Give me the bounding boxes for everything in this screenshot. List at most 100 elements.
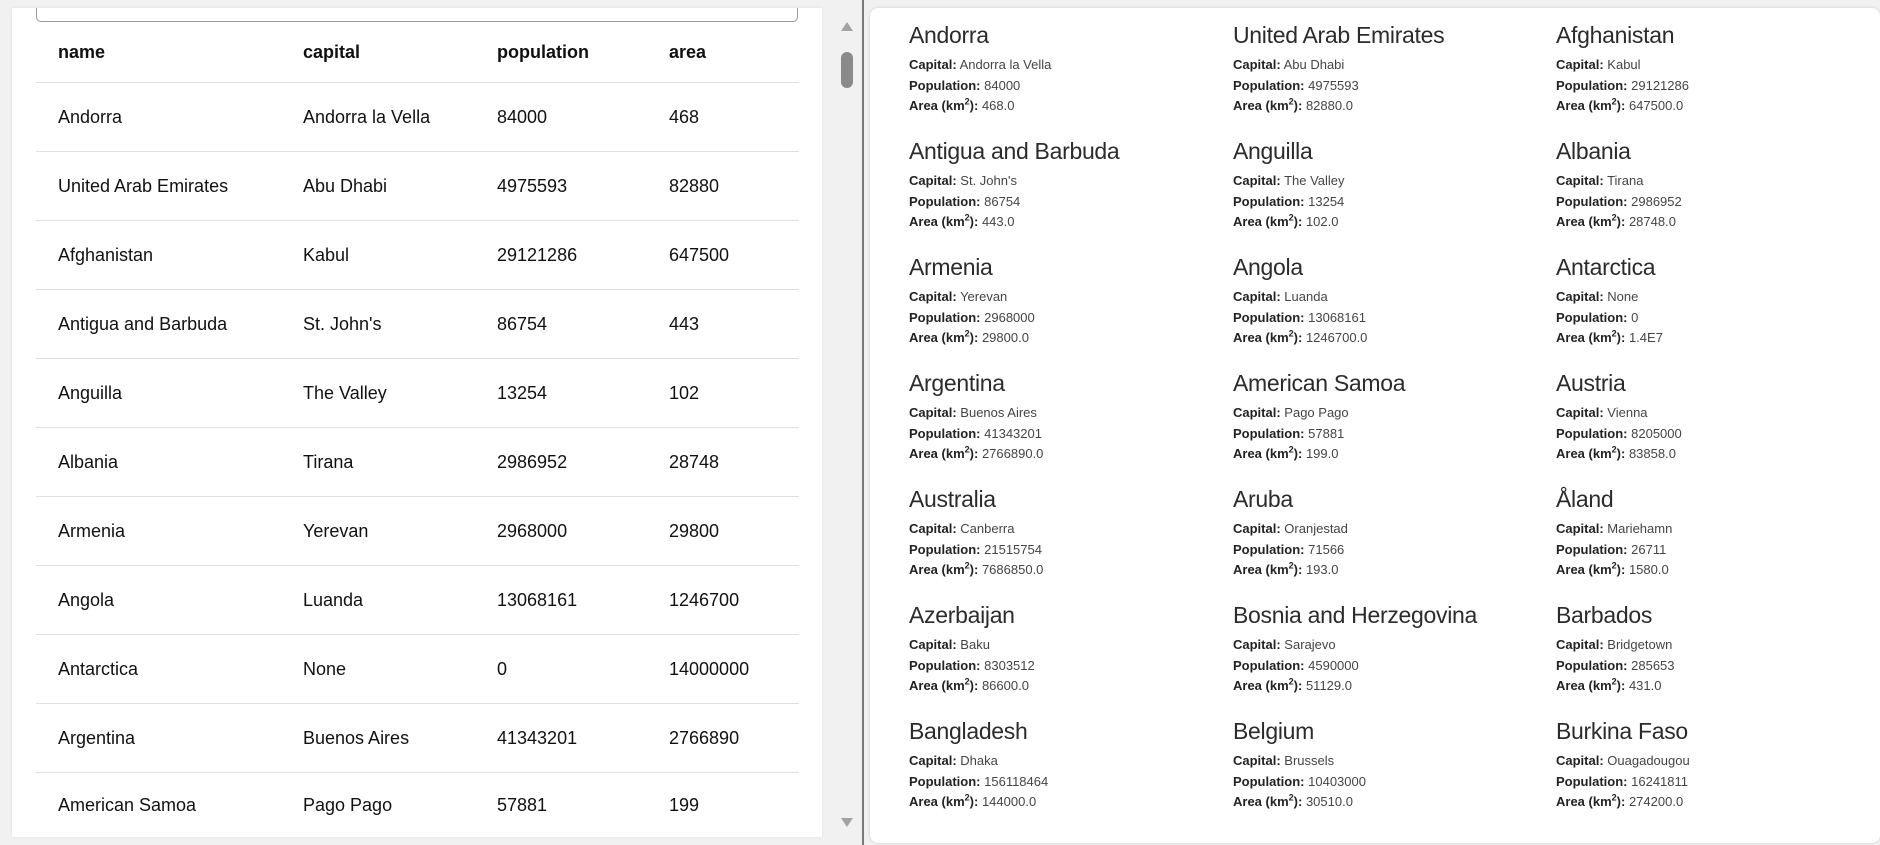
- capital-label: Capital:: [1556, 57, 1604, 72]
- scroll-up-arrow-icon[interactable]: [841, 22, 853, 31]
- area-label-suffix: ):: [1616, 330, 1626, 345]
- table-cell-population: 4975593: [497, 151, 669, 221]
- population-value: 26711: [1631, 541, 1667, 557]
- country-name: Angola: [1233, 254, 1303, 280]
- capital-line: Capital: None: [1556, 287, 1876, 308]
- area-value: 199.0: [1305, 446, 1339, 461]
- table-row: Anguilla The Valley 13254 102: [36, 358, 799, 428]
- capital-line: Capital: Andorra la Vella: [909, 55, 1233, 76]
- column-header-capital[interactable]: capital: [303, 22, 497, 83]
- area-label-prefix: Area (km: [1233, 678, 1289, 693]
- population-line: Population: 8205000: [1556, 424, 1876, 445]
- column-header-name[interactable]: name: [36, 22, 303, 83]
- capital-label: Capital:: [1233, 57, 1281, 72]
- table-cell-population: 29121286: [497, 220, 669, 290]
- capital-label: Capital:: [1556, 405, 1604, 420]
- scrollbar-thumb[interactable]: [841, 52, 853, 88]
- population-label: Population:: [909, 773, 981, 789]
- area-label-sup: 2: [1288, 676, 1294, 687]
- area-label-suffix: ):: [969, 678, 979, 693]
- country-name: Armenia: [909, 254, 993, 280]
- area-line: Area (km2): 1.4E7: [1556, 328, 1876, 349]
- area-value: 102.0: [1305, 214, 1339, 229]
- country-name: Burkina Faso: [1556, 718, 1688, 744]
- area-label-sup: 2: [1288, 328, 1294, 339]
- search-input[interactable]: [36, 8, 798, 22]
- capital-value: Buenos Aires: [960, 405, 1037, 420]
- area-label-prefix: Area (km: [909, 330, 965, 345]
- table-cell-area: 647500: [669, 220, 799, 290]
- scrollbar[interactable]: [836, 8, 858, 838]
- population-label: Population:: [1233, 773, 1305, 789]
- country-card: Antigua and Barbuda Capital: St. John's Po…: [909, 137, 1233, 253]
- table-cell-name: Angola: [36, 565, 303, 635]
- area-label-sup: 2: [1288, 96, 1294, 107]
- area-label-suffix: ):: [969, 98, 979, 113]
- population-value: 156118464: [984, 773, 1049, 789]
- panel-divider[interactable]: [862, 0, 864, 845]
- capital-value: Andorra la Vella: [959, 57, 1052, 72]
- area-label: Area (km2):: [1233, 96, 1302, 113]
- capital-value: Pago Pago: [1284, 405, 1349, 420]
- capital-label: Capital:: [909, 753, 957, 768]
- population-label: Population:: [1556, 193, 1628, 209]
- area-label-prefix: Area (km: [1233, 446, 1289, 461]
- population-value: 4975593: [1308, 77, 1359, 93]
- area-label-suffix: ):: [1616, 562, 1626, 577]
- area-label-prefix: Area (km: [909, 98, 965, 113]
- area-value: 7686850.0: [981, 562, 1044, 577]
- population-label: Population:: [1556, 309, 1628, 325]
- area-label: Area (km2):: [1556, 213, 1625, 229]
- capital-value: Sarajevo: [1284, 637, 1336, 652]
- area-line: Area (km2): 29800.0: [909, 328, 1233, 349]
- area-line: Area (km2): 431.0: [1556, 676, 1876, 697]
- area-line: Area (km2): 7686850.0: [909, 560, 1233, 581]
- area-line: Area (km2): 2766890.0: [909, 444, 1233, 465]
- area-label: Area (km2):: [1233, 444, 1302, 461]
- capital-line: Capital: Vienna: [1556, 403, 1876, 424]
- scroll-down-arrow-icon[interactable]: [841, 818, 853, 827]
- area-value: 274200.0: [1628, 794, 1684, 809]
- area-label-prefix: Area (km: [1233, 98, 1289, 113]
- population-line: Population: 84000: [909, 76, 1233, 97]
- area-label-suffix: ):: [969, 562, 979, 577]
- table-header-row: name capital population area: [36, 22, 799, 83]
- area-label-sup: 2: [964, 212, 970, 223]
- cards-panel: Andorra Capital: Andorra la Vella Populati…: [870, 8, 1880, 843]
- population-line: Population: 156118464: [909, 772, 1233, 793]
- area-label: Area (km2):: [1556, 445, 1625, 461]
- area-label: Area (km2):: [1556, 793, 1625, 809]
- area-value: 82880.0: [1305, 98, 1353, 113]
- area-label: Area (km2):: [909, 445, 978, 461]
- capital-line: Capital: Yerevan: [909, 287, 1233, 308]
- area-line: Area (km2): 51129.0: [1233, 676, 1556, 697]
- area-label: Area (km2):: [909, 97, 979, 113]
- area-value: 443.0: [981, 214, 1015, 229]
- table-row: Antigua and Barbuda St. John's 86754 443: [36, 289, 799, 359]
- table-cell-area: 14000000: [669, 634, 799, 704]
- country-name: Åland: [1556, 486, 1614, 512]
- table-cell-area: 1246700: [669, 565, 799, 635]
- country-card: Barbados Capital: Bridgetown Population: 2…: [1556, 601, 1876, 717]
- capital-line: Capital: Oranjestad: [1233, 519, 1556, 540]
- population-label: Population:: [1556, 773, 1628, 789]
- capital-value: Vienna: [1607, 405, 1648, 420]
- column-header-area[interactable]: area: [669, 22, 799, 83]
- capital-value: Brussels: [1284, 753, 1335, 768]
- population-value: 8205000: [1631, 425, 1682, 441]
- area-label-suffix: ):: [1293, 678, 1303, 693]
- population-label: Population:: [1233, 541, 1305, 557]
- area-label-sup: 2: [1288, 444, 1294, 455]
- population-line: Population: 29121286: [1556, 76, 1876, 97]
- population-line: Population: 13254: [1233, 192, 1556, 213]
- capital-value: Yerevan: [960, 289, 1008, 304]
- table-cell-population: 84000: [497, 82, 669, 152]
- population-line: Population: 16241811: [1556, 772, 1876, 793]
- country-card: Åland Capital: Mariehamn Population: 26711…: [1556, 485, 1876, 601]
- table-cell-population: 2968000: [497, 496, 669, 566]
- capital-line: Capital: Dhaka: [909, 751, 1233, 772]
- country-name: Barbados: [1556, 602, 1653, 628]
- population-value: 10403000: [1308, 773, 1366, 789]
- column-header-population[interactable]: population: [497, 22, 669, 83]
- capital-label: Capital:: [909, 57, 957, 72]
